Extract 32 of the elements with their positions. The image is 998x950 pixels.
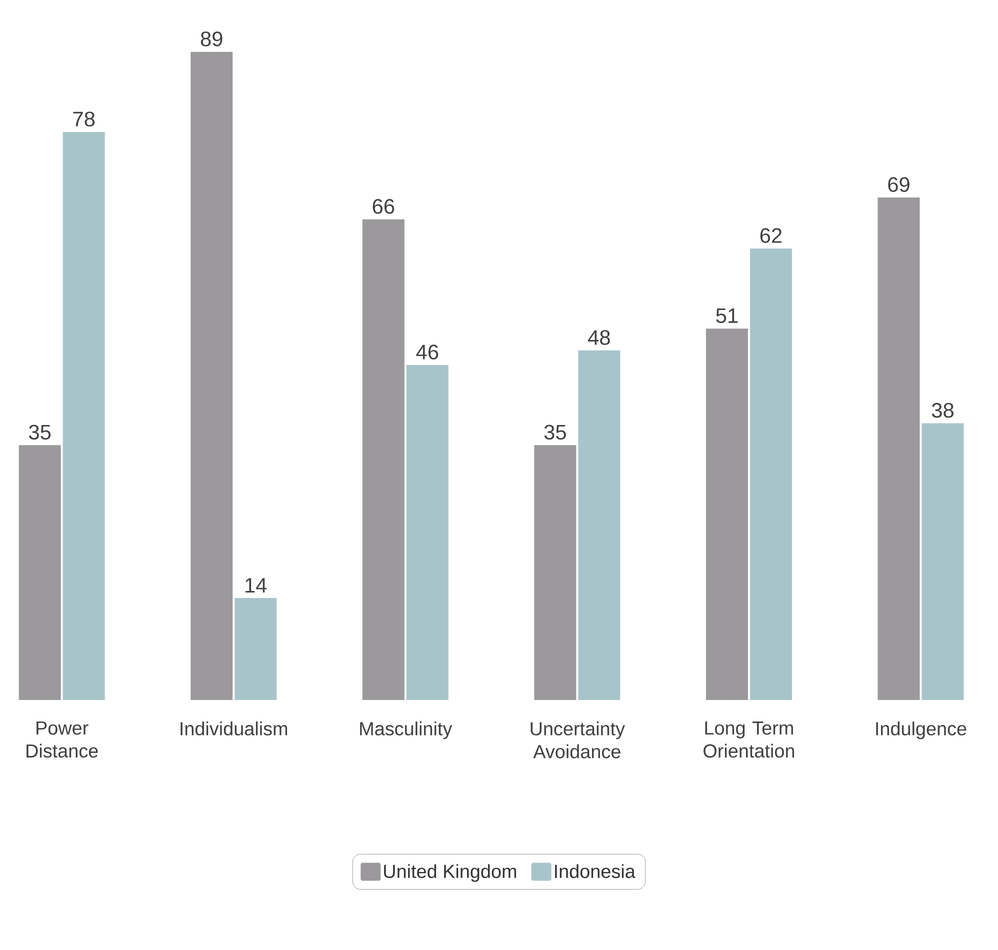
x-tick-label: Power Distance bbox=[26, 722, 98, 758]
data-label: 66 bbox=[372, 199, 394, 214]
bar bbox=[234, 598, 277, 700]
legend-label: Indonesia bbox=[555, 864, 636, 878]
x-tick-label: Indulgence bbox=[876, 722, 966, 740]
data-label: 38 bbox=[932, 402, 954, 418]
bar bbox=[534, 445, 576, 700]
x-tick-label: Individualism bbox=[180, 722, 288, 736]
x-tick-label: Long Term Orientation bbox=[704, 722, 794, 758]
data-label: 78 bbox=[73, 112, 95, 126]
data-label: 69 bbox=[888, 177, 910, 192]
data-label: 62 bbox=[760, 228, 782, 243]
bar bbox=[62, 132, 105, 700]
data-label: 48 bbox=[588, 330, 610, 345]
bar bbox=[878, 197, 920, 700]
bar bbox=[922, 423, 964, 700]
bar bbox=[190, 52, 233, 700]
data-label: 35 bbox=[544, 424, 566, 440]
data-label: 14 bbox=[246, 578, 267, 593]
bar bbox=[18, 445, 61, 700]
data-label: 51 bbox=[716, 308, 738, 324]
data-label: 89 bbox=[200, 32, 222, 46]
bar bbox=[706, 328, 748, 700]
data-label: 35 bbox=[29, 424, 51, 440]
x-tick-label: Masculinity bbox=[360, 722, 452, 740]
bar bbox=[362, 219, 404, 700]
x-tick-label: Uncertainty Avoidance bbox=[530, 722, 625, 758]
bar bbox=[750, 248, 792, 700]
legend-label: United Kingdom bbox=[384, 864, 516, 882]
bar bbox=[406, 364, 448, 700]
data-label: 46 bbox=[416, 344, 438, 360]
bar bbox=[578, 350, 620, 700]
